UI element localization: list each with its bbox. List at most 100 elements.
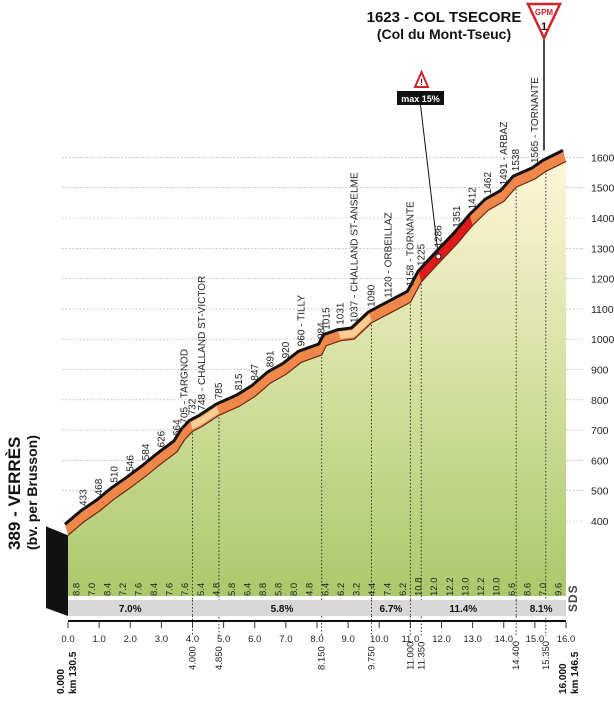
- x-tick-label-5: 5.0: [217, 634, 230, 645]
- altitude-label-14: 920: [281, 341, 292, 358]
- altitude-tick-1400: 1400: [591, 213, 614, 225]
- altitude-label-11: 815: [234, 373, 245, 390]
- altitude-tick-800: 800: [591, 395, 609, 407]
- start-title: 389 - VERRÈS: [5, 437, 24, 550]
- distance-marker-label-7: 15.350: [541, 641, 552, 670]
- segment-gradient-22: 10.8: [414, 578, 425, 597]
- sds-logo: SDS: [566, 584, 580, 612]
- altitude-label-26: 1412: [468, 187, 479, 210]
- altitude-label-28: 1491 - ARBAZ: [499, 121, 510, 185]
- segment-gradient-4: 7.6: [134, 583, 145, 596]
- segment-gradient-30: 7.0: [538, 583, 549, 596]
- profile-band: [64, 38, 567, 536]
- gradient-strip: 7.0% 5.8% 6.7% 11.4% 8.1% 0.0 1.0 2.0 3.0 4.0 5.0 6…: [61, 600, 575, 645]
- warning-mark: !: [420, 78, 423, 87]
- x-tick-label-0: 0.0: [61, 634, 74, 645]
- segment-gradient-17: 6.2: [336, 583, 347, 596]
- altitude-label-7: 705 - TARGNOD: [180, 349, 191, 424]
- altitude-tick-1200: 1200: [591, 274, 614, 286]
- x-tick-label-11: 11.0: [401, 634, 419, 645]
- segment-gradient-13: 5.8: [274, 583, 285, 596]
- segment-gradient-11: 6.4: [242, 583, 253, 596]
- start-distance: 0.000: [56, 669, 67, 694]
- section-average-0: 7.0%: [119, 604, 142, 615]
- altitude-label-13: 891: [265, 350, 276, 367]
- altitude-label-27: 1462: [483, 172, 494, 195]
- start-km-label: km 130.5: [68, 651, 79, 694]
- profile-face: [46, 161, 566, 622]
- altitude-label-0: 433: [79, 489, 90, 506]
- x-tick-label-13: 13.0: [463, 634, 482, 645]
- segment-gradient-1: 7.0: [87, 583, 98, 596]
- start-label-group: 389 - VERRÈS (bv. per Brusson): [5, 435, 40, 550]
- profile-base-line: [68, 620, 566, 622]
- segment-gradient-2: 8.4: [102, 583, 113, 596]
- altitude-label-20: 1090: [366, 284, 377, 307]
- altitude-tick-500: 500: [591, 486, 609, 498]
- x-tick-label-4: 4.0: [186, 634, 199, 645]
- altitude-label-21: 1120 - ORBEILLAZ: [384, 212, 395, 297]
- altitude-label-5: 626: [156, 430, 167, 447]
- max-gradient-label: max 15%: [401, 94, 440, 104]
- segment-gradient-18: 3.2: [351, 583, 362, 596]
- profile-band-flat-1: [338, 313, 372, 339]
- altitude-tick-1100: 1100: [591, 304, 614, 316]
- summit-title: 1623 - COL TSECORE: [367, 9, 522, 26]
- x-tick-label-2: 2.0: [124, 634, 137, 645]
- profile-band-surface: [65, 150, 566, 536]
- altitude-label-15: 960 - TILLY: [296, 295, 307, 347]
- segment-gradient-20: 7.4: [383, 583, 394, 596]
- x-tick-label-15: 15.0: [526, 634, 545, 645]
- segment-gradient-9: 4.8: [211, 583, 222, 596]
- segment-gradient-16: 6.4: [320, 583, 331, 596]
- segment-gradient-25: 13.0: [460, 578, 471, 597]
- segment-gradient-12: 8.8: [258, 583, 269, 596]
- altitude-label-3: 546: [125, 455, 136, 472]
- profile-band-flat-0: [190, 406, 219, 430]
- gpm-number: 1: [541, 21, 547, 33]
- x-tick-label-10: 10.0: [370, 634, 389, 645]
- distance-markers: 4.000 4.850 8.150 9.750 11.000 11.350 14.400 15…: [188, 173, 552, 670]
- segment-gradient-24: 12.2: [445, 578, 456, 597]
- distance-marker-label-6: 14.400: [511, 641, 522, 670]
- x-tick-label-14: 14.0: [495, 634, 514, 645]
- segment-gradient-15: 4.8: [305, 583, 316, 596]
- x-tick-label-6: 6.0: [248, 634, 261, 645]
- altitude-label-6: 664: [172, 419, 183, 436]
- altitude-label-12: 847: [250, 363, 261, 380]
- segment-gradient-23: 12.0: [429, 578, 440, 597]
- altitude-tick-1000: 1000: [591, 334, 614, 346]
- gpm-label: GPM: [535, 8, 554, 17]
- gpm-triangle-icon: [526, 2, 562, 41]
- profile-left-side: [46, 526, 68, 616]
- altitude-label-17: 1015: [321, 307, 332, 330]
- altitude-label-24: 1286: [433, 225, 444, 248]
- summit-subtitle: (Col du Mont-Tseuc): [377, 26, 511, 42]
- altitude-tick-1600: 1600: [591, 152, 614, 164]
- start-subtitle: (bv. per Brusson): [24, 435, 40, 550]
- segment-gradient-27: 10.0: [491, 578, 502, 597]
- warning-triangle-icon: [413, 69, 430, 88]
- segment-gradient-31: 9.6: [554, 583, 565, 596]
- profile-area: [68, 161, 566, 596]
- altitude-label-29: 1538: [511, 149, 522, 172]
- altitude-label-16: 984: [317, 322, 328, 339]
- distance-marker-label-1: 4.850: [214, 646, 225, 670]
- distance-marker-label-0: 4.000: [188, 646, 199, 670]
- distance-marker-label-2: 8.150: [317, 646, 328, 670]
- distance-marker-label-5: 11.350: [416, 642, 427, 670]
- altitude-tick-600: 600: [591, 455, 609, 467]
- chart-labels: 8.8 7.0 8.4 7.2 7.6 8.4 7.6 7.6 5.4 4.8 5.8 6.4 8.8 5…: [71, 77, 564, 596]
- max-gradient-point: [435, 253, 442, 260]
- segment-gradient-3: 7.2: [118, 583, 129, 596]
- segment-gradient-8: 5.4: [196, 583, 207, 596]
- section-average-3: 11.4%: [449, 604, 477, 615]
- altitude-tick-1500: 1500: [591, 183, 614, 195]
- segment-gradient-28: 6.6: [507, 583, 518, 596]
- section-average-1: 5.8%: [271, 604, 294, 615]
- x-tick-label-1: 1.0: [93, 634, 106, 645]
- gpm-badge: GPM 1: [526, 2, 562, 41]
- segment-gradient-7: 7.6: [180, 583, 191, 596]
- max-gradient-callout: ! max 15%: [397, 69, 444, 105]
